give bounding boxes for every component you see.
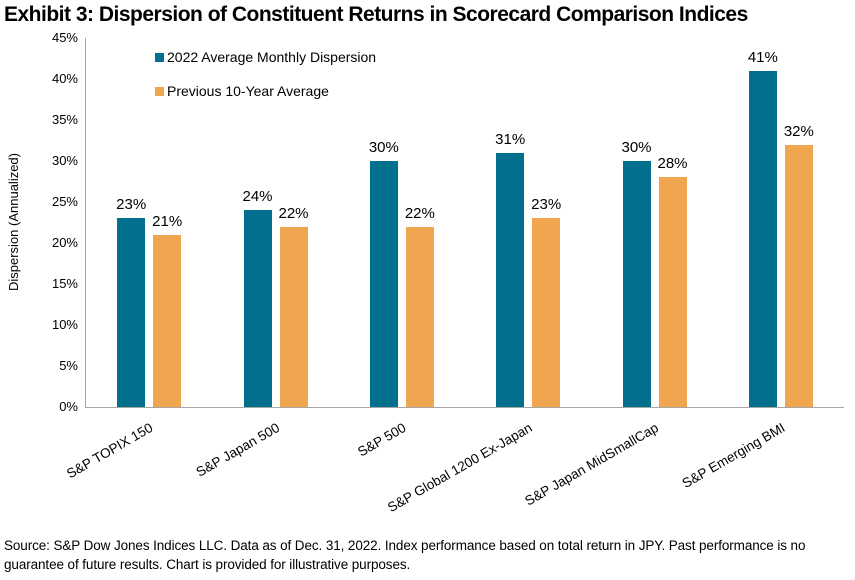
bar-series1-cat4 bbox=[496, 152, 525, 407]
plot-area: 23% 24% 30% 31% 30% 41% 21% 22% 22% 23% 28% 32% bbox=[85, 38, 844, 408]
y-axis-tick-label: 35% bbox=[51, 112, 78, 127]
bar-series1-cat5 bbox=[622, 161, 651, 407]
y-axis-tick-label: 0% bbox=[59, 399, 78, 414]
y-axis-tick-label: 30% bbox=[51, 153, 78, 168]
y-axis-tick-label: 25% bbox=[51, 194, 78, 209]
y-axis-tick-label: 45% bbox=[51, 30, 78, 45]
bar-value-label: 23% bbox=[116, 196, 147, 214]
legend-swatch-icon bbox=[155, 52, 164, 62]
legend: 2022 Average Monthly Dispersion Previous … bbox=[155, 49, 376, 99]
source-note: Source: S&P Dow Jones Indices LLC. Data … bbox=[4, 538, 806, 572]
legend-item: Previous 10-Year Average bbox=[155, 83, 376, 99]
bar-value-label: 28% bbox=[657, 155, 688, 173]
bar-value-label: 30% bbox=[368, 139, 399, 156]
bar-value-label: 22% bbox=[278, 204, 309, 222]
x-axis-category-label: S&P Japan MidSmallCap bbox=[522, 420, 661, 509]
y-axis-tick-label: 5% bbox=[59, 358, 78, 373]
bar-series2-cat4 bbox=[532, 218, 561, 407]
x-axis-category-label: S&P 500 bbox=[354, 420, 409, 460]
bar-series1-cat2 bbox=[243, 210, 272, 407]
x-axis-category-label: S&P Emerging BMI bbox=[679, 420, 788, 492]
bar-series2-cat6 bbox=[784, 144, 813, 407]
y-axis-tick-label: 15% bbox=[51, 276, 78, 291]
legend-swatch-icon bbox=[155, 86, 164, 96]
legend-item: 2022 Average Monthly Dispersion bbox=[155, 49, 376, 65]
bar-value-label: 31% bbox=[495, 130, 526, 148]
bar-series1-cat1 bbox=[117, 218, 146, 407]
x-axis-category-label: S&P TOPIX 150 bbox=[64, 420, 156, 482]
x-axis-category-label: S&P Global 1200 Ex-Japan bbox=[385, 420, 535, 516]
bar-value-label: 22% bbox=[404, 204, 435, 222]
legend-label: Previous 10-Year Average bbox=[167, 83, 329, 99]
chart-title: Exhibit 3: Dispersion of Constituent Ret… bbox=[4, 3, 748, 26]
bar-series1-cat3 bbox=[369, 161, 398, 407]
y-axis-tick-label: 20% bbox=[51, 235, 78, 250]
x-axis-category-label: S&P Japan 500 bbox=[193, 420, 282, 480]
bar-series2-cat2 bbox=[279, 226, 308, 407]
legend-label: 2022 Average Monthly Dispersion bbox=[167, 49, 377, 65]
bar-series2-cat3 bbox=[405, 226, 434, 407]
y-axis-tick-label: 40% bbox=[51, 71, 78, 86]
y-axis-tick-label: 10% bbox=[51, 317, 78, 332]
bar-value-label: 23% bbox=[531, 196, 562, 214]
bar-value-label: 30% bbox=[621, 139, 652, 156]
bar-value-label: 21% bbox=[152, 212, 183, 230]
bar-series1-cat6 bbox=[748, 70, 777, 407]
bar-series2-cat5 bbox=[658, 177, 687, 407]
bar-value-label: 32% bbox=[783, 122, 814, 140]
bar-value-label: 41% bbox=[747, 48, 778, 66]
bar-value-label: 24% bbox=[242, 188, 273, 206]
bar-series2-cat1 bbox=[153, 234, 182, 407]
